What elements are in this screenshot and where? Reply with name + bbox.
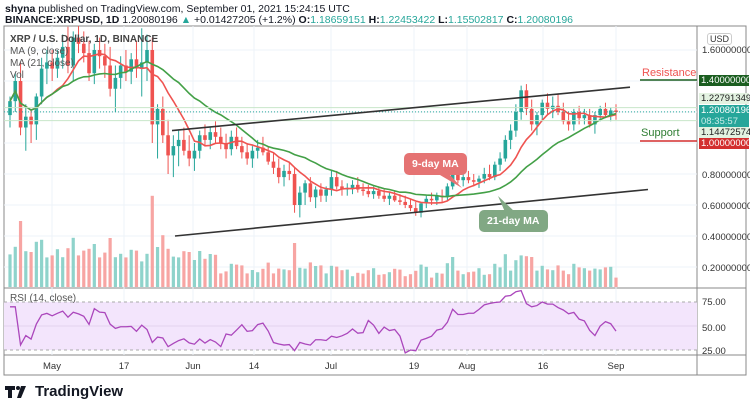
open-label: O: xyxy=(298,14,311,26)
close-label: C: xyxy=(506,14,518,26)
close-value: 1.20080196 xyxy=(517,14,574,26)
bar-countdown: 08:35:57 xyxy=(701,116,738,127)
legend-title: XRP / U.S. Dollar, 1D, BINANCE xyxy=(10,34,159,45)
high-value: 1.22453422 xyxy=(379,14,436,26)
brand-name: TradingView xyxy=(35,383,124,400)
currency-label[interactable]: USD xyxy=(707,33,733,45)
tradingview-logo[interactable]: TradingView xyxy=(5,383,123,400)
price-tick: 0.60000000 xyxy=(702,201,750,212)
resistance-label: Resistance xyxy=(642,67,697,79)
rsi-tick: 50.00 xyxy=(702,323,726,334)
date-tick: 14 xyxy=(248,361,260,372)
last-price-tag: 1.20080196 08:35:57 xyxy=(699,105,750,127)
author-name: shyna xyxy=(5,3,36,15)
last-price-value: 1.20080196 xyxy=(701,105,750,116)
support-price-tag: 1.00000000 xyxy=(699,138,750,149)
price-tick: 0.80000000 xyxy=(702,170,750,181)
publish-info: shyna published on TradingView.com, Sept… xyxy=(5,3,350,15)
legend-vol[interactable]: Vol xyxy=(10,70,24,81)
high-price-tag: 1.22791349 xyxy=(699,93,750,104)
low-value: 1.15502817 xyxy=(448,14,504,26)
rsi-title: RSI (14, close) xyxy=(10,293,77,304)
price-tick: 0.40000000 xyxy=(702,232,750,243)
date-tick: Jun xyxy=(185,361,201,372)
low-price-tag: 1.14472574 xyxy=(699,127,750,138)
date-tick: 16 xyxy=(537,361,549,372)
date-tick: Sep xyxy=(607,361,625,372)
ma9-callout: 9-day MA xyxy=(404,153,467,175)
ma21-callout: 21-day MA xyxy=(479,210,548,232)
legend-ma21[interactable]: MA (21, close) xyxy=(10,58,74,69)
low-label: L: xyxy=(438,14,449,26)
date-tick: Jul xyxy=(324,361,338,372)
price-change: +0.01427205 (+1.2%) xyxy=(194,14,296,26)
price-tick: 1.60000000 xyxy=(702,45,750,56)
date-tick: 17 xyxy=(118,361,130,372)
high-label: H: xyxy=(368,14,380,26)
symbol-info-bar: BINANCE:XRPUSD, 1D 1.20080196 ▲ +0.01427… xyxy=(5,14,573,26)
symbol-label: BINANCE:XRPUSD, 1D xyxy=(5,14,120,26)
date-tick: 19 xyxy=(408,361,420,372)
published-text: published on TradingView.com, September … xyxy=(38,3,350,15)
legend-ma9[interactable]: MA (9, close) xyxy=(10,46,69,57)
up-arrow-icon: ▲ xyxy=(180,14,192,26)
date-tick: Aug xyxy=(458,361,476,372)
resistance-price-tag: 1.40000000 xyxy=(699,75,750,86)
open-value: 1.18659151 xyxy=(310,14,366,26)
price-tick: 0.20000000 xyxy=(702,263,750,274)
tradingview-logo-icon xyxy=(5,385,26,398)
last-price: 1.20080196 xyxy=(122,14,178,26)
rsi-tick: 75.00 xyxy=(702,297,726,308)
support-label: Support xyxy=(641,127,680,139)
rsi-tick: 25.00 xyxy=(702,346,726,357)
date-tick: May xyxy=(43,361,61,372)
